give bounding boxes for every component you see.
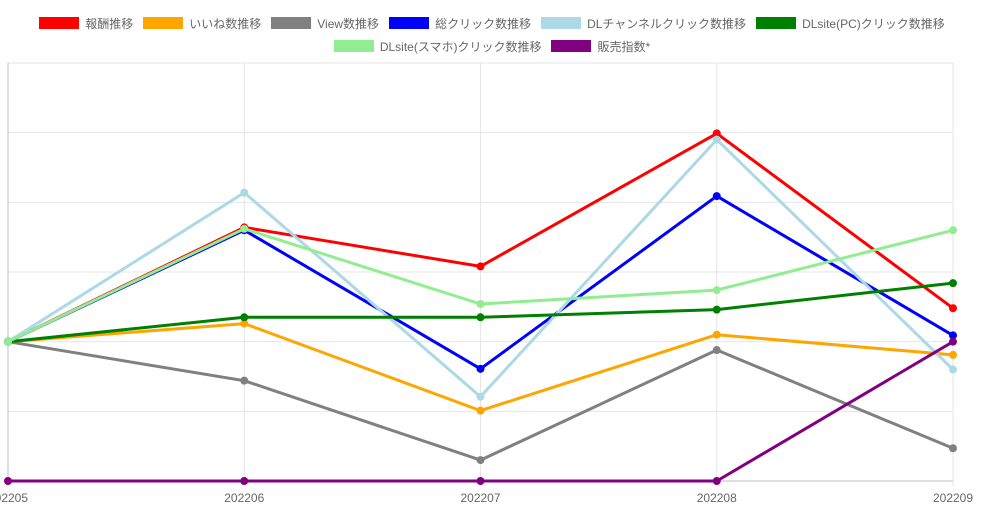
data-point[interactable] [476, 300, 485, 309]
data-point[interactable] [240, 313, 249, 322]
legend-label: DLチャンネルクリック数推移 [587, 16, 747, 31]
data-point[interactable] [712, 346, 721, 355]
series-group [4, 279, 957, 346]
data-point[interactable] [949, 365, 957, 374]
data-point[interactable] [240, 224, 249, 233]
data-point[interactable] [712, 330, 721, 339]
legend-label: 販売指数* [597, 39, 651, 54]
legend-label: DLsite(スマホ)クリック数推移 [379, 39, 542, 54]
legend-swatch [389, 17, 430, 29]
legend-label: 総クリック数推移 [435, 16, 532, 31]
legend-swatch [756, 17, 797, 29]
legend-item[interactable]: 販売指数* [551, 38, 650, 55]
legend-item[interactable]: DLsite(スマホ)クリック数推移 [333, 38, 542, 55]
data-point[interactable] [240, 376, 249, 385]
data-point[interactable] [476, 392, 485, 401]
legend-item[interactable]: DLチャンネルクリック数推移 [541, 15, 746, 32]
legend-swatch [541, 17, 582, 29]
data-point[interactable] [476, 313, 485, 322]
data-point[interactable] [712, 192, 721, 201]
data-point[interactable] [949, 444, 957, 453]
series-group [4, 224, 957, 346]
data-point[interactable] [949, 350, 957, 359]
data-point[interactable] [712, 305, 721, 314]
data-point[interactable] [949, 304, 957, 313]
data-point[interactable] [4, 337, 12, 346]
chart-legend: 報酬推移 いいね数推移 View数推移 総クリック数推移 DLチャンネルクリック… [0, 12, 984, 58]
data-point[interactable] [949, 226, 957, 235]
legend-label: 報酬推移 [85, 16, 134, 31]
data-point[interactable] [712, 477, 721, 485]
legend-swatch [39, 17, 80, 29]
legend-item[interactable]: DLsite(PC)クリック数推移 [756, 15, 945, 32]
legend-label: DLsite(PC)クリック数推移 [802, 16, 945, 31]
legend-label: View数推移 [317, 16, 380, 31]
series-group [4, 337, 957, 485]
legend-swatch [143, 17, 184, 29]
legend-row-2: DLsite(スマホ)クリック数推移 販売指数* [0, 35, 984, 57]
x-tick-label: 202207 [460, 491, 500, 505]
legend-swatch [333, 40, 374, 52]
legend-item[interactable]: いいね数推移 [143, 15, 261, 32]
data-point[interactable] [476, 262, 485, 271]
data-point[interactable] [476, 456, 485, 465]
data-point[interactable] [476, 477, 485, 485]
x-tick-label: 202208 [697, 491, 737, 505]
data-point[interactable] [949, 337, 957, 346]
data-point[interactable] [476, 406, 485, 415]
legend-item[interactable]: 報酬推移 [39, 15, 133, 32]
series-lines [4, 129, 957, 485]
legend-item[interactable]: View数推移 [271, 15, 379, 32]
data-point[interactable] [712, 286, 721, 295]
legend-swatch [551, 40, 592, 52]
x-tick-label: 202209 [933, 491, 973, 505]
x-tick-label: 202205 [0, 491, 28, 505]
x-tick-label: 202206 [224, 491, 264, 505]
data-point[interactable] [4, 477, 12, 485]
data-point[interactable] [712, 135, 721, 144]
data-point[interactable] [240, 188, 249, 197]
legend-swatch [271, 17, 312, 29]
data-point[interactable] [476, 364, 485, 373]
data-point[interactable] [240, 477, 249, 485]
legend-row-1: 報酬推移 いいね数推移 View数推移 総クリック数推移 DLチャンネルクリック… [0, 12, 984, 34]
x-axis-tick-labels: 202205 202206 202207 202208 202209 [0, 491, 973, 505]
data-point[interactable] [949, 279, 957, 288]
legend-label: いいね数推移 [189, 16, 262, 31]
legend-item[interactable]: 総クリック数推移 [389, 15, 531, 32]
